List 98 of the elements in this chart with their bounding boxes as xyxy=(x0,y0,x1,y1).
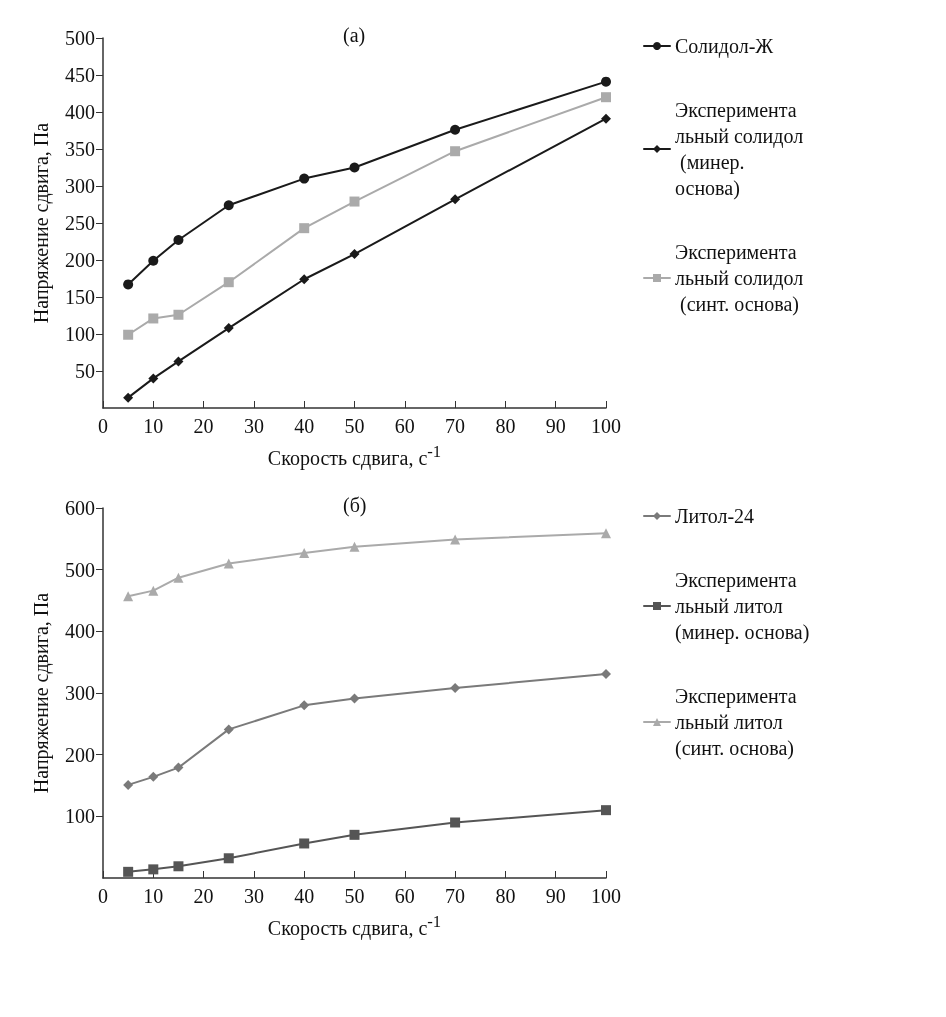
point xyxy=(148,313,159,324)
point xyxy=(450,124,461,135)
point xyxy=(123,866,134,877)
point xyxy=(601,92,611,103)
y-tick-label: 100 xyxy=(65,805,95,828)
y-tick-label: 250 xyxy=(65,212,95,234)
point xyxy=(601,76,611,87)
legend-label: Солидол-Ж xyxy=(675,35,774,58)
x-axis-title: Скорость сдвига, с$^{-1}$ xyxy=(266,441,443,470)
x-tick-label: 0 xyxy=(98,885,108,907)
point xyxy=(148,771,159,782)
x-tick-label: 100 xyxy=(591,885,621,907)
legend-label: Экспериментальный солидол (минер. основа) xyxy=(675,99,804,200)
x-tick-label: 10 xyxy=(143,415,164,437)
point xyxy=(299,700,310,711)
chart-title: (а) xyxy=(343,24,366,47)
point xyxy=(450,146,461,157)
point xyxy=(223,724,234,735)
y-tick-label: 150 xyxy=(65,286,95,308)
point xyxy=(299,173,310,184)
y-tick-label: 400 xyxy=(65,620,95,643)
y-tick-label: 50 xyxy=(75,360,95,382)
point xyxy=(450,534,461,545)
point xyxy=(349,541,360,552)
y-tick-label: 200 xyxy=(65,743,95,766)
point xyxy=(223,323,234,334)
x-tick-label: 70 xyxy=(445,415,466,437)
legend-label: Экспериментальный литол (синт. основа) xyxy=(675,685,797,760)
point xyxy=(223,277,234,288)
x-tick-label: 70 xyxy=(445,885,466,907)
y-axis-title: Напряжение сдвига, Па xyxy=(30,592,53,794)
point xyxy=(173,572,184,583)
x-axis-title: Скорость сдвига, с$^{-1}$ xyxy=(266,911,443,940)
point xyxy=(299,548,310,559)
point xyxy=(601,528,611,539)
x-tick-label: 40 xyxy=(294,885,315,907)
point xyxy=(223,200,234,211)
y-tick-label: 600 xyxy=(65,497,95,519)
x-tick-label: 20 xyxy=(193,415,214,437)
point xyxy=(123,392,134,403)
y-tick-label: 300 xyxy=(65,175,95,197)
point xyxy=(601,113,611,124)
x-tick-label: 60 xyxy=(394,885,415,907)
point xyxy=(173,861,184,872)
legend-label: Экспериментальный солидол (синт. основа) xyxy=(675,241,804,316)
y-tick-label: 450 xyxy=(65,64,95,86)
point xyxy=(148,864,159,875)
point xyxy=(123,591,134,602)
point xyxy=(349,196,360,207)
point xyxy=(299,838,310,849)
x-tick-label: 50 xyxy=(344,885,365,907)
point xyxy=(123,779,134,790)
point xyxy=(173,356,184,367)
point xyxy=(223,558,234,569)
y-tick-label: 100 xyxy=(65,323,95,345)
point xyxy=(349,162,360,173)
y-tick-label: 350 xyxy=(65,138,95,160)
point xyxy=(450,683,461,694)
y-tick-label: 200 xyxy=(65,249,95,271)
point xyxy=(349,249,360,260)
point xyxy=(148,585,159,596)
legend-label: Литол-24 xyxy=(675,505,755,527)
x-tick-label: 30 xyxy=(243,415,264,437)
point xyxy=(223,853,234,864)
point xyxy=(173,235,184,246)
x-tick-label: 40 xyxy=(294,415,315,437)
x-tick-label: 0 xyxy=(98,415,108,437)
x-tick-label: 10 xyxy=(143,885,164,907)
y-tick-label: 500 xyxy=(65,558,95,581)
y-tick-label: 500 xyxy=(65,27,95,49)
chart-title: (б) xyxy=(343,494,367,517)
x-tick-label: 20 xyxy=(193,885,214,907)
point xyxy=(299,274,310,285)
point xyxy=(148,255,159,266)
point xyxy=(299,223,310,234)
point xyxy=(349,693,360,704)
y-axis-title: Напряжение сдвига, Па xyxy=(30,122,53,324)
point xyxy=(601,805,611,816)
point xyxy=(173,309,184,320)
x-tick-label: 30 xyxy=(243,885,264,907)
point xyxy=(450,817,461,828)
y-tick-label: 400 xyxy=(65,101,95,123)
point xyxy=(123,279,134,290)
x-tick-label: 60 xyxy=(394,415,415,437)
point xyxy=(173,762,184,773)
point xyxy=(601,668,611,679)
x-tick-label: 100 xyxy=(591,415,621,437)
x-tick-label: 80 xyxy=(495,415,516,437)
x-tick-label: 90 xyxy=(545,415,566,437)
point xyxy=(148,373,159,384)
x-tick-label: 90 xyxy=(545,885,566,907)
x-tick-label: 50 xyxy=(344,415,365,437)
y-tick-label: 300 xyxy=(65,682,95,704)
point xyxy=(450,194,461,205)
x-tick-label: 80 xyxy=(495,885,516,907)
point xyxy=(349,829,360,840)
legend-label: Экспериментальный литол (минер. основа) xyxy=(675,569,810,644)
point xyxy=(123,329,134,340)
